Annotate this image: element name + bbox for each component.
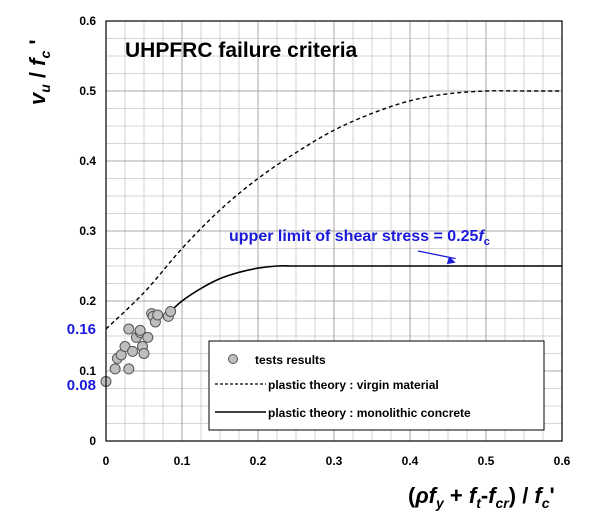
data-point <box>138 348 150 359</box>
data-point <box>142 331 154 343</box>
legend-label-virgin: plastic theory : virgin material <box>268 378 439 392</box>
x-tick-label: 0.5 <box>478 454 495 468</box>
y-tick-label: 0.2 <box>79 294 96 308</box>
y-highlight-tick-label: 0.08 <box>67 377 96 394</box>
data-points <box>100 306 177 387</box>
y-tick-label: 0.6 <box>79 14 96 28</box>
x-tick-label: 0.6 <box>554 454 571 468</box>
data-point <box>165 306 177 317</box>
data-point <box>123 363 135 375</box>
curve-virgin-material <box>105 90 563 330</box>
x-tick-label: 0.3 <box>326 454 343 468</box>
plot-frame <box>105 20 563 442</box>
legend-label-tests: tests results <box>255 353 326 367</box>
y-highlight-tick-label: 0.16 <box>67 321 96 338</box>
y-tick-label: 0.5 <box>79 84 96 98</box>
annotation-arrowhead <box>446 256 456 265</box>
legend-marker-tests <box>228 354 238 364</box>
legend: tests results plastic theory : virgin ma… <box>208 340 545 431</box>
annotation-text: upper limit of shear stress = 0.25fc <box>229 228 490 248</box>
tick-labels: 0 0.1 0.2 0.3 0.4 0.5 0.6 0 0.1 0.2 0.3 0.4 0.5 0.6 0.… <box>67 14 571 468</box>
curve-monolithic-concrete <box>166 265 562 316</box>
legend-label-monolithic: plastic theory : monolithic concrete <box>268 406 471 420</box>
data-point <box>127 345 139 357</box>
y-tick-label: 0.3 <box>79 224 96 238</box>
y-tick-label: 0.4 <box>79 154 96 168</box>
data-point <box>119 341 131 352</box>
y-axis-label: vu / fc ' <box>25 39 53 105</box>
y-tick-label: 0.1 <box>79 364 96 378</box>
data-point <box>123 323 135 335</box>
data-point <box>134 324 146 336</box>
x-axis-label: (ρfy + ft-fcr) / fc' <box>408 483 555 511</box>
chart-title: UHPFRC failure criteria <box>125 39 358 62</box>
curves <box>105 90 563 330</box>
x-tick-label: 0.2 <box>250 454 267 468</box>
y-tick-label: 0 <box>89 434 96 448</box>
legend-box <box>208 340 545 431</box>
x-tick-label: 0 <box>103 454 110 468</box>
x-tick-label: 0.1 <box>174 454 191 468</box>
x-tick-label: 0.4 <box>402 454 419 468</box>
data-point <box>152 309 164 321</box>
data-point <box>109 363 121 375</box>
